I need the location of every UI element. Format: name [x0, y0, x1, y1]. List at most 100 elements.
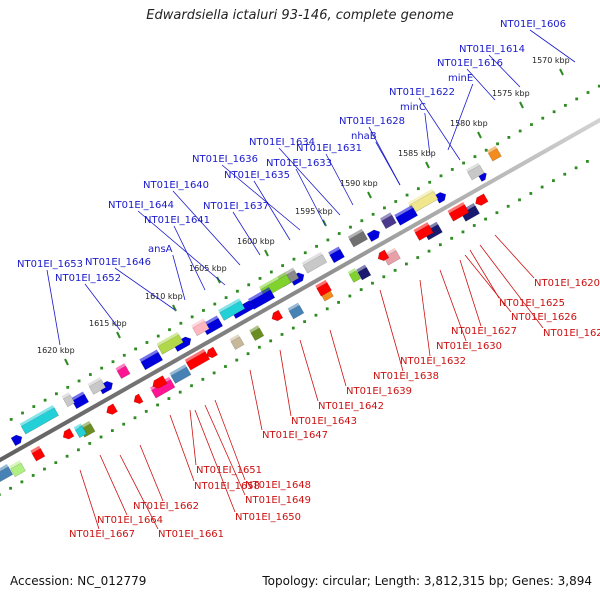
ruler-tick-label: 1605 kbp	[189, 264, 227, 273]
accession-text: Accession: NC_012779	[10, 574, 147, 588]
ruler-dot-lower	[574, 166, 578, 170]
ruler-dot-lower	[427, 249, 431, 253]
forward-gene-label: minE	[448, 73, 473, 84]
forward-gene-feature	[466, 162, 485, 181]
ruler-dot-upper	[190, 315, 194, 319]
forward-gene-feature	[172, 336, 192, 352]
forward-gene-label: ansA	[148, 244, 173, 255]
ruler-dot-lower	[495, 211, 499, 215]
reverse-gene-feature	[206, 346, 218, 359]
ruler-dot-lower	[337, 301, 340, 304]
forward-gene-label-leader	[114, 267, 176, 311]
genome-summary-text: Topology: circular; Length: 3,812,315 bp…	[262, 574, 592, 588]
forward-gene-feature	[347, 228, 368, 248]
ruler-tick-label: 1580 kbp	[450, 119, 488, 128]
reverse-gene-label-leader	[99, 454, 128, 516]
ruler-dot-lower	[178, 390, 182, 394]
page-title: Edwardsiella ictaluri 93-146, complete g…	[146, 8, 454, 23]
reverse-gene-label: NT01EI_1630	[436, 341, 502, 352]
reverse-gene-label-leader	[464, 254, 512, 313]
forward-gene-label: NT01EI_1606	[500, 19, 566, 30]
ruler-dot-lower	[224, 365, 227, 368]
reverse-gene-feature	[475, 193, 489, 206]
ruler-dot-upper	[496, 142, 499, 146]
reverse-gene-label: NT01EI_1648	[245, 480, 311, 491]
forward-gene-label: NT01EI_1622	[389, 87, 455, 98]
forward-gene-feature	[486, 145, 502, 162]
ruler-dot-upper	[450, 168, 454, 171]
forward-gene-feature	[394, 205, 418, 226]
forward-gene-label: NT01EI_1641	[144, 215, 210, 226]
ruler-dot-lower	[0, 493, 1, 497]
reverse-gene-label: NT01EI_1651	[196, 465, 262, 476]
reverse-gene-feature	[73, 423, 87, 439]
reverse-gene-label: NT01EI_1643	[291, 416, 357, 427]
reverse-gene-label-leader	[439, 269, 467, 342]
ruler-tick	[264, 249, 269, 257]
forward-gene-feature	[434, 192, 447, 204]
reverse-gene-label-leader	[279, 349, 292, 417]
reverse-gene-feature	[133, 393, 144, 405]
reverse-gene-label: NT01EI_1624	[543, 328, 600, 339]
reverse-gene-label-leader	[379, 289, 404, 372]
ruler-dot-lower	[43, 467, 46, 471]
ruler-dot-lower	[585, 160, 589, 163]
reverse-gene-label-leader	[189, 409, 197, 466]
ruler-dot-lower	[280, 333, 284, 336]
ruler-dot-upper	[100, 366, 104, 370]
ruler-dot-upper	[337, 232, 341, 235]
reverse-gene-feature	[229, 334, 245, 350]
ruler-dot-lower	[359, 288, 363, 291]
forward-gene-label-leader	[172, 254, 186, 301]
reverse-gene-label: NT01EI_1649	[245, 495, 311, 506]
reverse-gene-feature	[287, 302, 305, 320]
reverse-gene-feature	[106, 403, 118, 415]
forward-gene-label-leader	[172, 190, 241, 266]
ruler-dot-lower	[99, 435, 103, 439]
ruler-tick-label: 1585 kbp	[398, 149, 436, 158]
ruler-tick	[477, 131, 482, 139]
ruler-tick	[64, 358, 69, 366]
ruler-dot-upper	[55, 392, 58, 396]
ruler-dot-upper	[563, 103, 567, 107]
forward-gene-label: NT01EI_1614	[459, 44, 525, 55]
forward-gene-label: NT01EI_1637	[203, 201, 269, 212]
ruler-dot-upper	[473, 155, 477, 159]
ruler-dot-lower	[54, 461, 58, 465]
forward-gene-label: NT01EI_1640	[143, 180, 209, 191]
ruler-tick	[172, 304, 177, 312]
forward-gene-label: NT01EI_1628	[339, 116, 405, 127]
ruler-dot-upper	[9, 417, 13, 421]
forward-gene-feature	[407, 188, 439, 214]
forward-gene-label-leader	[173, 225, 206, 291]
ruler-tick	[367, 191, 372, 199]
ruler-dot-upper	[394, 200, 398, 203]
ruler-dot-upper	[145, 341, 149, 344]
ruler-dot-upper	[66, 385, 70, 389]
ruler-dot-lower	[484, 217, 487, 221]
forward-gene-label-leader	[418, 97, 461, 161]
ruler-dot-lower	[65, 454, 69, 458]
forward-gene-label: NT01EI_1633	[266, 158, 332, 169]
reverse-gene-label: NT01EI_1647	[262, 430, 328, 441]
ruler-dot-lower	[393, 268, 397, 272]
ruler-dot-upper	[179, 321, 183, 325]
forward-gene-feature	[61, 392, 76, 408]
forward-gene-label-leader	[221, 164, 301, 231]
reverse-gene-feature	[249, 325, 265, 342]
genome-axis	[0, 117, 600, 463]
reverse-gene-feature	[413, 222, 434, 241]
forward-gene-feature	[191, 318, 210, 337]
ruler-dot-upper	[530, 123, 533, 126]
ruler-dot-upper	[213, 302, 217, 306]
ruler-dot-upper	[134, 347, 138, 351]
reverse-gene-label-leader	[419, 279, 431, 357]
forward-gene-label-leader	[46, 269, 61, 346]
ruler-dot-lower	[246, 352, 250, 356]
ruler-dot-upper	[303, 251, 307, 255]
ruler-tick-label: 1620 kbp	[37, 346, 75, 355]
ruler-tick	[116, 331, 121, 339]
ruler-dot-lower	[416, 256, 420, 259]
ruler-tick	[519, 101, 524, 109]
